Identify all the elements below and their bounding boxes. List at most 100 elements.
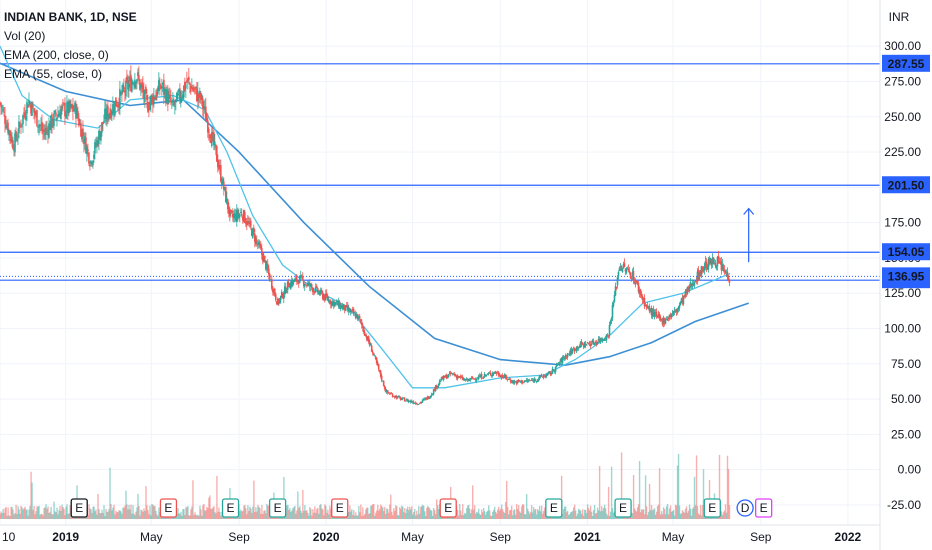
volume-bar (496, 509, 499, 519)
event-marker-e[interactable]: E (70, 498, 88, 518)
time-tick-label: 2022 (835, 530, 862, 544)
volume-bar (394, 510, 396, 519)
candle-body (235, 213, 237, 221)
candle-body (458, 376, 461, 378)
volume-bar (138, 505, 140, 519)
candle-body (524, 380, 527, 382)
volume-bar (180, 511, 182, 519)
volume-bar (565, 512, 568, 519)
candle-body (617, 271, 620, 276)
event-marker-e[interactable]: E (221, 498, 240, 518)
candle-body (404, 400, 407, 402)
legend-volume[interactable]: Vol (20) (4, 29, 46, 43)
volume-bar (597, 510, 600, 519)
volume-bar (319, 505, 321, 519)
candle-body (86, 146, 88, 155)
earnings-marker-label: E (550, 501, 558, 515)
legend-symbol-title[interactable]: INDIAN BANK, 1D, NSE (4, 10, 137, 24)
candle-body (305, 285, 308, 286)
candle-body (237, 209, 239, 217)
candle-body (63, 103, 65, 105)
volume-bar (397, 515, 399, 519)
volume-bar (592, 510, 595, 519)
volume-bar (718, 454, 721, 519)
event-marker-e[interactable]: E (439, 498, 457, 518)
volume-bar (94, 511, 96, 519)
candle-body (385, 390, 388, 393)
candle-body (671, 313, 674, 315)
candle-body (179, 88, 181, 100)
candle-body (43, 129, 45, 133)
candle-body (329, 302, 332, 305)
volume-bar (210, 508, 212, 519)
volume-bar (486, 511, 488, 519)
event-marker-e[interactable]: E (268, 498, 287, 518)
event-marker-d[interactable]: D (736, 499, 754, 517)
candle-body (338, 301, 341, 309)
candle-body (437, 383, 440, 387)
volume-bar (405, 513, 407, 519)
candle-body (612, 302, 615, 306)
volume-bar (263, 510, 265, 519)
volume-bar (321, 508, 323, 519)
candle-body (344, 305, 347, 311)
event-marker-e[interactable]: E (614, 498, 632, 518)
candle-body (544, 376, 547, 378)
volume-bar (432, 515, 434, 519)
candle-body (122, 84, 124, 92)
candle-body (725, 272, 728, 274)
legend-ema-200[interactable]: EMA (200, close, 0) (4, 48, 109, 62)
candle-body (650, 307, 653, 316)
candle-body (246, 221, 249, 224)
volume-bar (488, 505, 490, 519)
legend-ema-55[interactable]: EMA (55, close, 0) (4, 67, 103, 81)
candle-body (136, 79, 138, 84)
event-marker-e[interactable]: E (331, 498, 349, 518)
candle-body (604, 339, 607, 341)
candle-body (289, 281, 292, 289)
candle-body (711, 258, 714, 265)
price-tick-label: 225.00 (884, 145, 921, 159)
candle-body (384, 388, 387, 393)
candle-body (232, 213, 234, 218)
candle-body (393, 396, 396, 398)
earnings-marker-label: E (274, 501, 282, 515)
candle-body (543, 375, 546, 377)
volume-bar (368, 513, 370, 519)
volume-bar (416, 510, 418, 519)
volume-bar (412, 514, 414, 519)
candle-body (550, 372, 553, 375)
price-tag: 201.50 (888, 178, 925, 192)
volume-bar (694, 505, 697, 519)
candle-body (271, 287, 274, 293)
candle-body (474, 379, 477, 381)
volume-bar (127, 509, 129, 519)
event-marker-e[interactable]: E (755, 498, 773, 518)
candle-body (45, 127, 47, 134)
current-price-tag-bg (882, 267, 930, 285)
candle-body (81, 129, 83, 140)
candle-body (438, 380, 441, 385)
volume-bar (376, 510, 378, 519)
candle-body (515, 381, 518, 384)
candle-body (160, 86, 162, 88)
event-marker-e[interactable]: E (545, 498, 563, 518)
volume-bar (406, 508, 408, 519)
candle-body (552, 369, 555, 371)
volume-bar (108, 509, 110, 519)
candle-body (381, 380, 384, 382)
candle-body (279, 295, 282, 300)
candle-body (695, 280, 698, 282)
candle-body (217, 160, 219, 168)
candle-body (40, 125, 42, 126)
volume-bar (469, 508, 471, 519)
candle-body (700, 266, 703, 276)
event-marker-e[interactable]: E (159, 498, 178, 518)
volume-bar (683, 512, 686, 519)
candle-body (715, 265, 718, 269)
volume-bar (326, 512, 328, 519)
candle-body (324, 293, 327, 301)
event-marker-e[interactable]: E (703, 498, 721, 518)
candle-body (200, 93, 202, 101)
